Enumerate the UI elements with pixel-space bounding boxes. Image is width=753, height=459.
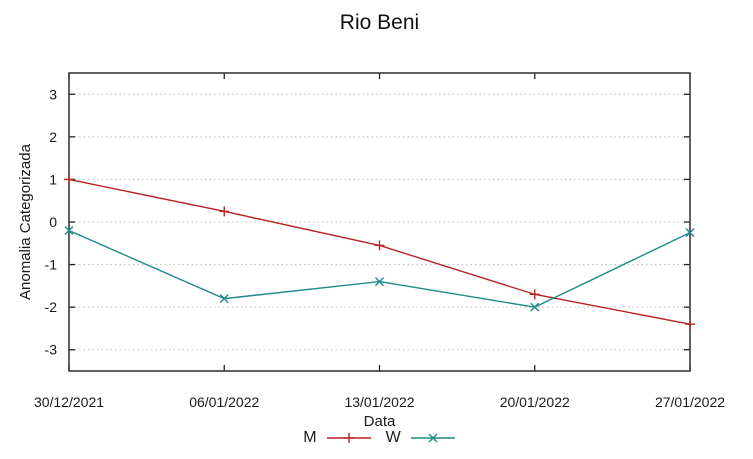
y-tick-label: -2 [45, 299, 58, 315]
x-tick-label: 30/12/2021 [34, 394, 104, 410]
x-tick-label: 20/01/2022 [500, 394, 570, 410]
y-tick-label: -3 [45, 342, 58, 358]
y-tick-label: 3 [49, 86, 57, 102]
cross-marker [64, 226, 74, 236]
legend-sample-W [410, 433, 455, 443]
y-tick-label: 1 [49, 171, 57, 187]
y-tick-label: 0 [49, 214, 57, 230]
cross-marker [428, 433, 438, 443]
cross-marker [375, 277, 384, 287]
y-axis-label: Anomalia Categorizada [17, 144, 34, 300]
cross-marker [219, 294, 229, 304]
legend-sample-M [326, 433, 371, 443]
legend-label-M: M [303, 429, 317, 446]
plot-border [68, 72, 691, 372]
x-tick-label: 06/01/2022 [189, 394, 259, 410]
legend-item-W: W [386, 429, 456, 447]
series-line-M [68, 178, 691, 325]
x-axis-label: Data [363, 413, 396, 430]
cross-marker [685, 228, 695, 238]
y-tick-label: -1 [45, 257, 58, 273]
x-tick-label: 27/01/2022 [655, 394, 725, 410]
cross-marker [530, 302, 540, 312]
y-tick-label: 2 [49, 129, 57, 145]
chart-title: Rio Beni [339, 11, 420, 34]
legend-label-W: W [385, 429, 401, 446]
legend-item-M: M [303, 429, 371, 447]
x-tick-label: 13/01/2022 [344, 394, 414, 410]
